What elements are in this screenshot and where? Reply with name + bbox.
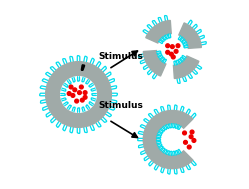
Circle shape bbox=[166, 50, 170, 54]
Circle shape bbox=[67, 92, 71, 95]
Circle shape bbox=[166, 44, 170, 48]
Circle shape bbox=[192, 139, 196, 142]
Circle shape bbox=[187, 145, 191, 149]
Circle shape bbox=[46, 62, 111, 127]
Circle shape bbox=[83, 95, 87, 99]
Circle shape bbox=[190, 130, 194, 134]
Circle shape bbox=[79, 85, 83, 89]
Circle shape bbox=[170, 52, 173, 56]
Circle shape bbox=[171, 55, 175, 59]
Circle shape bbox=[183, 131, 187, 135]
Circle shape bbox=[83, 91, 87, 94]
Text: Stimulus: Stimulus bbox=[98, 101, 143, 110]
Circle shape bbox=[78, 91, 81, 94]
Circle shape bbox=[184, 140, 187, 144]
Wedge shape bbox=[143, 51, 166, 76]
Circle shape bbox=[73, 88, 77, 92]
Wedge shape bbox=[174, 56, 199, 78]
Circle shape bbox=[80, 98, 84, 102]
Circle shape bbox=[171, 45, 174, 49]
Circle shape bbox=[189, 135, 193, 139]
Circle shape bbox=[174, 50, 178, 53]
Circle shape bbox=[69, 85, 73, 89]
Circle shape bbox=[71, 94, 75, 97]
Wedge shape bbox=[143, 110, 193, 169]
Wedge shape bbox=[179, 23, 201, 48]
Wedge shape bbox=[146, 20, 171, 43]
Text: Stimulus: Stimulus bbox=[98, 52, 143, 61]
Circle shape bbox=[75, 99, 78, 103]
Circle shape bbox=[176, 44, 180, 48]
Circle shape bbox=[61, 77, 96, 112]
